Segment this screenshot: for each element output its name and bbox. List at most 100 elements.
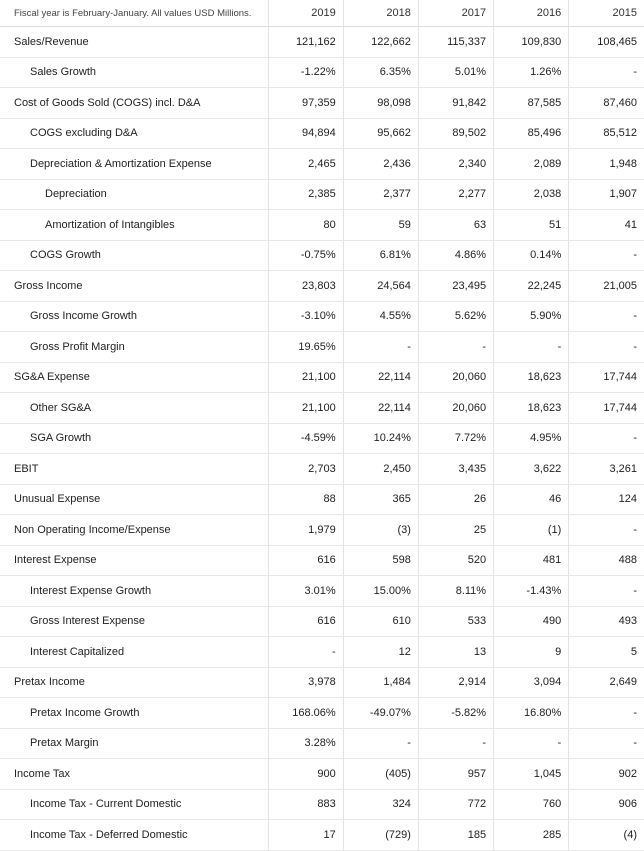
value-cell: 5 xyxy=(568,636,644,668)
value-cell: 46 xyxy=(493,484,569,515)
value-cell: 2,914 xyxy=(417,667,494,698)
value-cell: 115,337 xyxy=(417,26,494,58)
value-cell: 2,649 xyxy=(568,667,644,698)
value-cell: 22,114 xyxy=(342,362,419,393)
value-cell: 7.72% xyxy=(417,423,494,454)
table-row: Pretax Income Growth 168.06% -49.07% -5.82%… xyxy=(0,697,644,729)
row-label: SG&A Expense xyxy=(0,362,269,393)
value-cell: 168.06% xyxy=(267,697,344,729)
value-cell: - xyxy=(568,240,644,271)
value-cell: 2,277 xyxy=(417,179,494,210)
value-cell: 493 xyxy=(568,606,644,637)
table-row: Interest Expense 616 598 520 481 488 xyxy=(0,545,644,576)
table-row: Income Tax - Deferred Domestic 17 (729) 185… xyxy=(0,819,644,851)
value-cell: 88 xyxy=(267,484,344,515)
row-label: COGS Growth xyxy=(0,240,269,271)
value-cell: 19.65% xyxy=(267,331,344,363)
row-label: Income Tax - Current Domestic xyxy=(0,789,269,820)
row-label: Interest Expense Growth xyxy=(0,575,269,607)
value-cell: (405) xyxy=(342,758,419,790)
year-header[interactable]: 2015 xyxy=(568,0,644,27)
table-row: Amortization of Intangibles 80 59 63 51 41 xyxy=(0,209,644,241)
row-label: Pretax Income xyxy=(0,667,269,698)
value-cell: 9 xyxy=(493,636,569,668)
value-cell: 772 xyxy=(417,789,494,820)
value-cell: 12 xyxy=(342,636,419,668)
table-row: Gross Income Growth -3.10% 4.55% 5.62% 5.90%… xyxy=(0,301,644,332)
row-label: Income Tax - Deferred Domestic xyxy=(0,819,269,851)
value-cell: 85,496 xyxy=(493,118,569,149)
value-cell: 51 xyxy=(493,209,569,241)
value-cell: 17 xyxy=(267,819,344,851)
value-cell: 1,045 xyxy=(493,758,569,790)
table-row: Gross Profit Margin 19.65% - - - - xyxy=(0,331,644,363)
value-cell: 285 xyxy=(493,819,569,851)
value-cell: -1.43% xyxy=(493,575,569,607)
value-cell: 21,100 xyxy=(267,392,344,424)
table-row: Pretax Margin 3.28% - - - - xyxy=(0,728,644,759)
row-label: Unusual Expense xyxy=(0,484,269,515)
value-cell: 2,385 xyxy=(267,179,344,210)
value-cell: - xyxy=(568,301,644,332)
value-cell: 4.86% xyxy=(417,240,494,271)
value-cell: - xyxy=(568,728,644,759)
value-cell: 6.81% xyxy=(342,240,419,271)
value-cell: -4.59% xyxy=(267,423,344,454)
value-cell: - xyxy=(493,331,569,363)
value-cell: - xyxy=(568,57,644,88)
value-cell: 91,842 xyxy=(417,87,494,119)
value-cell: 5.62% xyxy=(417,301,494,332)
table-row: Sales Growth -1.22% 6.35% 5.01% 1.26% - xyxy=(0,57,644,88)
value-cell: 23,803 xyxy=(267,270,344,302)
table-row: SGA Growth -4.59% 10.24% 7.72% 4.95% - xyxy=(0,423,644,454)
value-cell: 59 xyxy=(342,209,419,241)
value-cell: -1.22% xyxy=(267,57,344,88)
value-cell: 8.11% xyxy=(417,575,494,607)
year-header[interactable]: 2019 xyxy=(267,0,344,27)
value-cell: 22,245 xyxy=(493,270,569,302)
row-label: Other SG&A xyxy=(0,392,269,424)
table-row: Income Tax - Current Domestic 883 324 772 76… xyxy=(0,789,644,820)
value-cell: 63 xyxy=(417,209,494,241)
value-cell: 21,100 xyxy=(267,362,344,393)
year-header[interactable]: 2017 xyxy=(417,0,494,27)
year-header[interactable]: 2018 xyxy=(342,0,419,27)
value-cell: - xyxy=(568,697,644,729)
row-label: COGS excluding D&A xyxy=(0,118,269,149)
value-cell: 87,460 xyxy=(568,87,644,119)
table-row: Other SG&A 21,100 22,114 20,060 18,623 17,744 xyxy=(0,392,644,424)
value-cell: 760 xyxy=(493,789,569,820)
row-label: Depreciation xyxy=(0,179,269,210)
value-cell: 902 xyxy=(568,758,644,790)
value-cell: 957 xyxy=(417,758,494,790)
table-row: Interest Expense Growth 3.01% 15.00% 8.11% -… xyxy=(0,575,644,607)
value-cell: 22,114 xyxy=(342,392,419,424)
value-cell: 80 xyxy=(267,209,344,241)
value-cell: 1,907 xyxy=(568,179,644,210)
value-cell: 2,703 xyxy=(267,453,344,485)
value-cell: 17,744 xyxy=(568,392,644,424)
row-label: Amortization of Intangibles xyxy=(0,209,269,241)
value-cell: 98,098 xyxy=(342,87,419,119)
value-cell: 3,094 xyxy=(493,667,569,698)
value-cell: 1,484 xyxy=(342,667,419,698)
row-label: Interest Expense xyxy=(0,545,269,576)
row-label: Income Tax xyxy=(0,758,269,790)
table-row: Interest Capitalized -12 13 9 5 xyxy=(0,636,644,668)
value-cell: - xyxy=(342,331,419,363)
value-cell: 5.01% xyxy=(417,57,494,88)
row-label: Non Operating Income/Expense xyxy=(0,514,269,546)
table-row: COGS Growth -0.75% 6.81% 4.86% 0.14% - xyxy=(0,240,644,271)
value-cell: 2,089 xyxy=(493,148,569,180)
table-row: Income Tax 900 (405) 957 1,045 902 xyxy=(0,758,644,790)
value-cell: 97,359 xyxy=(267,87,344,119)
value-cell: 2,038 xyxy=(493,179,569,210)
year-header[interactable]: 2016 xyxy=(493,0,569,27)
value-cell: 18,623 xyxy=(493,362,569,393)
table-row: Gross Interest Expense 616 610 533 490 493 xyxy=(0,606,644,637)
value-cell: 2,465 xyxy=(267,148,344,180)
row-label: Interest Capitalized xyxy=(0,636,269,668)
value-cell: 3,435 xyxy=(417,453,494,485)
value-cell: -5.82% xyxy=(417,697,494,729)
value-cell: 900 xyxy=(267,758,344,790)
